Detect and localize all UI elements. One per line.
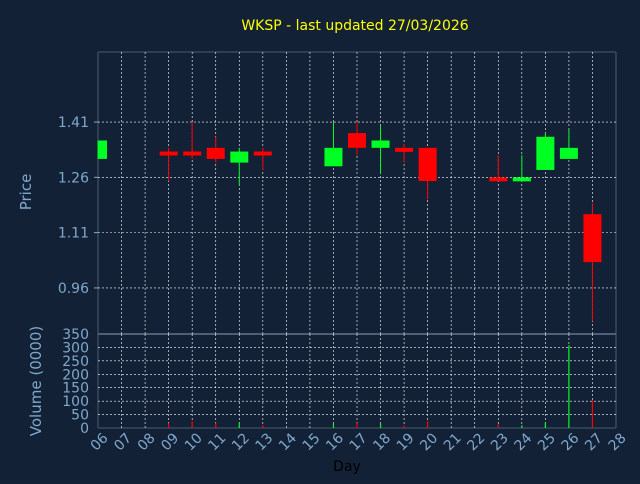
volume-gridlines [98, 334, 616, 428]
volume-tick-50: 50 [71, 408, 89, 424]
candle-11 [206, 136, 225, 163]
day-tick-28: 28 [606, 430, 630, 454]
day-tick-17: 17 [347, 430, 371, 454]
candle-body-23 [489, 177, 508, 182]
candle-body-24 [512, 177, 531, 182]
candle-body-16 [324, 147, 343, 167]
day-tick-labels: 06 07 08 09 10 11 12 13 14 15 16 17 18 19 20 21 22 23 24 25… [88, 430, 630, 454]
day-tick-12: 12 [229, 430, 253, 454]
volume-tick-300: 300 [62, 340, 89, 356]
volume-tick-150: 150 [62, 381, 89, 397]
candle-26 [559, 129, 578, 159]
day-tick-27: 27 [582, 430, 606, 454]
price-tick-labels: 0.96 1.11 1.26 1.41 [58, 115, 98, 297]
day-tick-06: 06 [88, 430, 112, 454]
price-gridlines [98, 52, 616, 334]
candle-body-17 [348, 133, 366, 148]
day-tick-22: 22 [464, 430, 488, 454]
day-tick-19: 19 [394, 430, 418, 454]
candle-17 [348, 122, 366, 156]
day-tick-09: 09 [158, 430, 182, 454]
candle-24 [512, 155, 531, 182]
candle-body-11 [206, 147, 225, 159]
volume-tick-0: 0 [80, 421, 89, 437]
price-tick-1.26: 1.26 [58, 170, 89, 186]
candle-19 [395, 144, 414, 163]
candle-body-19 [395, 147, 414, 152]
day-tick-10: 10 [182, 430, 206, 454]
candle-10 [183, 122, 202, 159]
chart-title: WKSP - last updated 27/03/2026 [241, 18, 468, 34]
day-tick-25: 25 [535, 430, 559, 454]
candle-16 [324, 122, 343, 167]
volume-tick-250: 250 [62, 354, 89, 370]
candle-body-25 [536, 136, 555, 170]
day-tick-08: 08 [135, 430, 159, 454]
day-tick-15: 15 [300, 430, 324, 454]
day-tick-23: 23 [488, 430, 512, 454]
volume-bar-series [168, 345, 594, 428]
day-axis-label: Day [333, 459, 361, 475]
price-tick-0.96: 0.96 [58, 281, 89, 297]
candle-12 [230, 147, 249, 185]
day-tick-24: 24 [512, 430, 536, 454]
candle-body-27 [583, 214, 602, 263]
day-tick-16: 16 [323, 430, 347, 454]
day-tick-18: 18 [370, 430, 394, 454]
day-tick-20: 20 [417, 430, 441, 454]
candle-body-12 [230, 151, 249, 163]
day-tick-21: 21 [441, 430, 465, 454]
day-tick-07: 07 [111, 430, 135, 454]
volume-tick-350: 350 [62, 327, 89, 343]
volume-axis-label: Volume (0000) [27, 326, 45, 436]
day-tick-14: 14 [276, 430, 300, 454]
day-tick-11: 11 [205, 430, 229, 454]
candle-body-20 [418, 147, 437, 182]
day-tick-13: 13 [253, 430, 277, 454]
candle-body-13 [253, 151, 272, 156]
day-tick-26: 26 [559, 430, 583, 454]
candle-body-09 [159, 151, 178, 156]
price-panel: 0.96 1.11 1.26 1.41 Price [17, 51, 617, 334]
candle-27 [583, 203, 602, 322]
candlestick-series [97, 122, 602, 322]
candle-13 [253, 147, 272, 170]
candle-09 [159, 147, 178, 182]
price-tick-1.41: 1.41 [58, 115, 89, 131]
candle-body-26 [559, 147, 578, 159]
price-axis-label: Price [17, 174, 35, 211]
candle-body-06 [98, 140, 107, 159]
candle-body-18 [371, 140, 390, 148]
price-tick-1.11: 1.11 [58, 226, 89, 242]
candle-23 [489, 155, 508, 182]
volume-tick-100: 100 [62, 394, 89, 410]
candle-body-10 [183, 151, 202, 156]
volume-tick-200: 200 [62, 367, 89, 383]
candle-06 [97, 140, 107, 159]
candle-18 [371, 125, 390, 174]
candle-20 [418, 147, 437, 200]
candle-25 [536, 133, 555, 170]
